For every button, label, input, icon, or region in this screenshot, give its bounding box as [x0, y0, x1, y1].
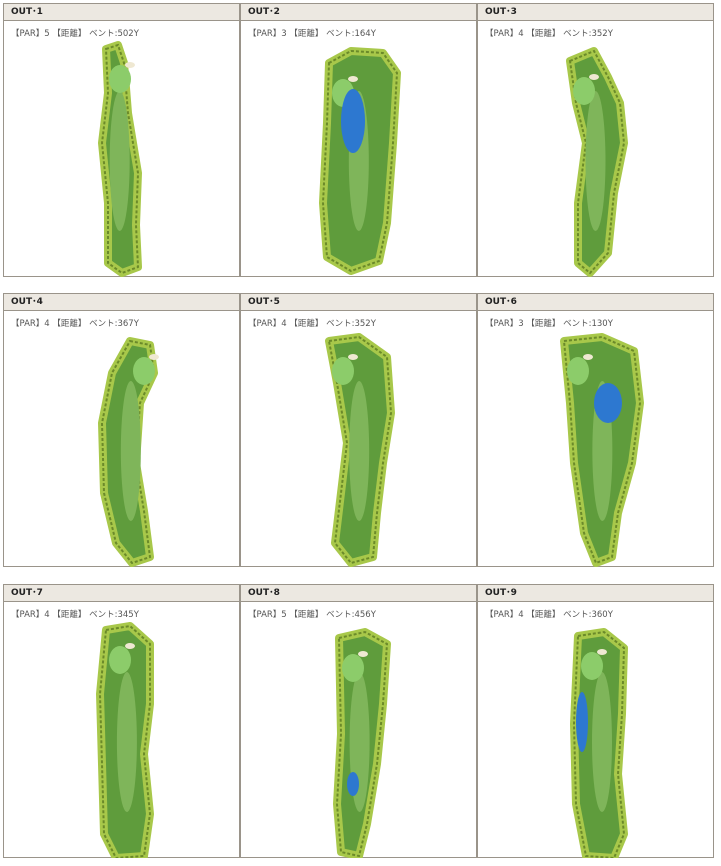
hole-title: OUT･6: [478, 294, 713, 311]
bunker: [149, 354, 159, 360]
hole-info: 【PAR】5 【距離】 ベント:456Y: [248, 610, 376, 620]
water: [576, 692, 588, 752]
hole-card: OUT･5 【PAR】4 【距離】 ベント:352Y: [240, 293, 477, 567]
tree-line: [100, 339, 156, 565]
tree-line: [98, 624, 152, 858]
water: [594, 383, 622, 423]
bunker: [348, 76, 358, 82]
hole-card: OUT･4 【PAR】4 【距離】 ベント:367Y: [3, 293, 240, 567]
hole-map: [96, 622, 154, 858]
hole-map: [319, 47, 401, 275]
hole-title: OUT･7: [4, 585, 239, 602]
hole-card: OUT･2 【PAR】3 【距離】 ベント:164Y: [240, 3, 477, 277]
fairway: [592, 672, 612, 812]
bunker: [597, 649, 607, 655]
fairway: [349, 381, 370, 521]
hole-card: OUT･6 【PAR】3 【距離】 ベント:130Y: [477, 293, 714, 567]
hole-title: OUT･1: [4, 4, 239, 21]
hole-map: [333, 628, 391, 858]
hole-title: OUT･9: [478, 585, 713, 602]
tree-line: [568, 49, 626, 275]
fairway: [585, 91, 606, 231]
hole-info: 【PAR】4 【距離】 ベント:345Y: [11, 610, 139, 620]
hole-info: 【PAR】3 【距離】 ベント:130Y: [485, 319, 613, 329]
water: [347, 772, 359, 796]
tree-line: [562, 335, 642, 565]
green: [573, 77, 595, 105]
hole-map: [98, 41, 142, 277]
fairway: [109, 91, 130, 231]
hole-info: 【PAR】4 【距離】 ベント:352Y: [485, 29, 613, 39]
green: [567, 357, 589, 385]
green: [342, 654, 364, 682]
bunker: [125, 643, 135, 649]
bunker: [583, 354, 593, 360]
green: [133, 357, 155, 385]
green: [332, 357, 354, 385]
hole-map: [98, 337, 159, 567]
green: [109, 65, 131, 93]
fairway: [116, 672, 137, 812]
hole-card: OUT･1 【PAR】5 【距離】 ベント:502Y: [3, 3, 240, 277]
hole-map: [570, 628, 628, 858]
hole-info: 【PAR】4 【距離】 ベント:360Y: [485, 610, 613, 620]
hole-info: 【PAR】3 【距離】 ベント:164Y: [248, 29, 376, 39]
green: [109, 646, 131, 674]
tree-line: [321, 49, 399, 273]
green: [581, 652, 603, 680]
hole-card: OUT･3 【PAR】4 【距離】 ベント:352Y: [477, 3, 714, 277]
hole-info: 【PAR】4 【距離】 ベント:352Y: [248, 319, 376, 329]
bunker: [125, 62, 135, 68]
hole-map: [566, 47, 628, 277]
hole-info: 【PAR】4 【距離】 ベント:367Y: [11, 319, 139, 329]
tree-line: [572, 630, 626, 858]
hole-title: OUT･3: [478, 4, 713, 21]
bunker: [589, 74, 599, 80]
tree-line: [327, 335, 393, 565]
hole-title: OUT･8: [241, 585, 476, 602]
tree-line: [335, 630, 389, 858]
hole-info: 【PAR】5 【距離】 ベント:502Y: [11, 29, 139, 39]
bunker: [358, 651, 368, 657]
hole-card: OUT･9 【PAR】4 【距離】 ベント:360Y: [477, 584, 714, 858]
hole-card: OUT･7 【PAR】4 【距離】 ベント:345Y: [3, 584, 240, 858]
hole-map: [325, 333, 395, 567]
fairway: [120, 381, 141, 521]
hole-card: OUT･8 【PAR】5 【距離】 ベント:456Y: [240, 584, 477, 858]
bunker: [348, 354, 358, 360]
hole-map: [560, 333, 644, 567]
hole-title: OUT･4: [4, 294, 239, 311]
tree-line: [100, 43, 140, 275]
water: [341, 89, 365, 153]
hole-title: OUT･2: [241, 4, 476, 21]
hole-title: OUT･5: [241, 294, 476, 311]
